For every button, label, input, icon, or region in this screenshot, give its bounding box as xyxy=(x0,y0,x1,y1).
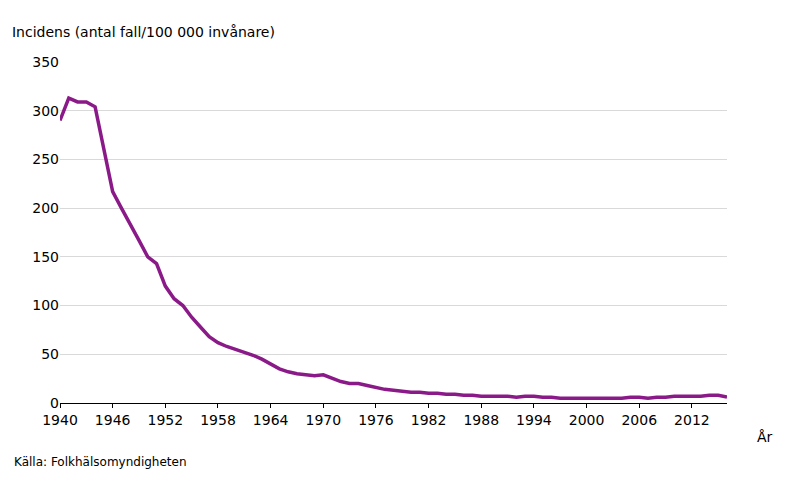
svg-text:Källa: Folkhälsomyndigheten: Källa: Folkhälsomyndigheten xyxy=(14,455,187,469)
svg-text:2000: 2000 xyxy=(569,412,605,428)
svg-text:1976: 1976 xyxy=(358,412,394,428)
svg-text:150: 150 xyxy=(32,249,59,265)
svg-text:1958: 1958 xyxy=(200,412,236,428)
svg-text:350: 350 xyxy=(32,54,59,70)
svg-text:Incidens (antal fall/100 000 i: Incidens (antal fall/100 000 invånare) xyxy=(12,24,275,40)
svg-text:1964: 1964 xyxy=(253,412,289,428)
svg-text:1988: 1988 xyxy=(463,412,499,428)
svg-text:1994: 1994 xyxy=(516,412,552,428)
svg-text:2012: 2012 xyxy=(674,412,710,428)
svg-text:300: 300 xyxy=(32,103,59,119)
svg-text:1940: 1940 xyxy=(42,412,78,428)
svg-text:200: 200 xyxy=(32,200,59,216)
svg-text:2006: 2006 xyxy=(621,412,657,428)
svg-text:År: År xyxy=(757,429,773,445)
svg-text:250: 250 xyxy=(32,151,59,167)
svg-text:1952: 1952 xyxy=(147,412,183,428)
svg-text:1982: 1982 xyxy=(411,412,447,428)
svg-text:50: 50 xyxy=(41,346,59,362)
svg-text:0: 0 xyxy=(50,395,59,411)
svg-text:100: 100 xyxy=(32,297,59,313)
svg-text:1970: 1970 xyxy=(305,412,341,428)
svg-text:1946: 1946 xyxy=(95,412,131,428)
